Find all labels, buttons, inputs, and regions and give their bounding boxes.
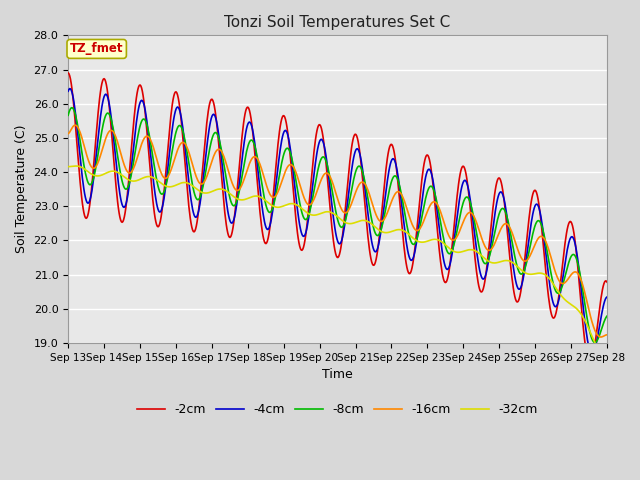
-8cm bbox=[75, 128, 83, 134]
-2cm bbox=[586, 360, 593, 366]
-2cm bbox=[129, 123, 137, 129]
-8cm bbox=[64, 112, 72, 118]
-32cm bbox=[603, 355, 611, 361]
-16cm bbox=[603, 332, 611, 337]
-32cm bbox=[404, 230, 412, 236]
-16cm bbox=[213, 147, 221, 153]
-2cm bbox=[603, 279, 611, 285]
-16cm bbox=[71, 122, 79, 128]
-32cm bbox=[185, 180, 193, 186]
Legend: -2cm, -4cm, -8cm, -16cm, -32cm: -2cm, -4cm, -8cm, -16cm, -32cm bbox=[132, 398, 543, 421]
-4cm bbox=[603, 294, 611, 300]
-4cm bbox=[213, 122, 221, 128]
-2cm bbox=[64, 70, 72, 76]
-32cm bbox=[131, 178, 138, 184]
-4cm bbox=[419, 187, 427, 193]
-8cm bbox=[185, 160, 193, 166]
-2cm bbox=[419, 171, 426, 177]
-4cm bbox=[66, 86, 74, 92]
-8cm bbox=[131, 156, 138, 161]
Line: -8cm: -8cm bbox=[68, 108, 607, 343]
-4cm bbox=[404, 247, 412, 253]
-8cm bbox=[213, 132, 221, 137]
-32cm bbox=[64, 164, 72, 169]
-4cm bbox=[131, 139, 138, 145]
-16cm bbox=[64, 131, 72, 136]
-2cm bbox=[212, 119, 220, 125]
Text: TZ_fmet: TZ_fmet bbox=[70, 42, 124, 55]
Line: -4cm: -4cm bbox=[68, 89, 607, 354]
-16cm bbox=[419, 219, 427, 225]
-2cm bbox=[403, 264, 411, 270]
Line: -32cm: -32cm bbox=[68, 166, 607, 358]
-4cm bbox=[588, 351, 596, 357]
-16cm bbox=[131, 164, 138, 170]
Title: Tonzi Soil Temperatures Set C: Tonzi Soil Temperatures Set C bbox=[225, 15, 451, 30]
-4cm bbox=[185, 179, 193, 185]
-8cm bbox=[419, 206, 427, 212]
-16cm bbox=[75, 126, 83, 132]
-8cm bbox=[404, 226, 412, 232]
Line: -2cm: -2cm bbox=[68, 73, 607, 363]
-32cm bbox=[419, 239, 427, 245]
-16cm bbox=[404, 208, 412, 214]
-2cm bbox=[74, 153, 82, 158]
-8cm bbox=[603, 313, 611, 319]
-16cm bbox=[597, 334, 605, 340]
Line: -16cm: -16cm bbox=[68, 125, 607, 337]
-2cm bbox=[184, 196, 192, 202]
-8cm bbox=[68, 105, 76, 110]
-8cm bbox=[591, 340, 599, 346]
-4cm bbox=[75, 140, 83, 146]
-16cm bbox=[185, 149, 193, 155]
-32cm bbox=[75, 163, 83, 169]
-4cm bbox=[64, 88, 72, 94]
-32cm bbox=[213, 187, 221, 192]
X-axis label: Time: Time bbox=[322, 368, 353, 381]
Y-axis label: Soil Temperature (C): Soil Temperature (C) bbox=[15, 125, 28, 253]
-32cm bbox=[72, 163, 79, 169]
